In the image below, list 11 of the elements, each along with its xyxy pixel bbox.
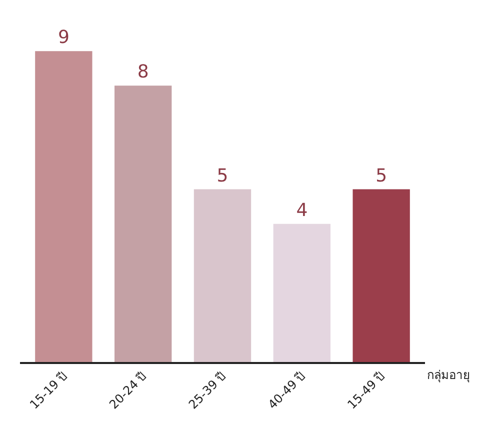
bar xyxy=(35,51,92,362)
x-axis-title: กลุ่มอายุ xyxy=(427,368,470,383)
bar xyxy=(273,224,330,362)
data-label: 5 xyxy=(376,165,388,186)
data-label: 8 xyxy=(137,62,149,83)
bar xyxy=(114,86,172,362)
bar xyxy=(352,189,410,362)
data-label: 5 xyxy=(216,165,228,186)
bar xyxy=(194,189,252,362)
data-label: 9 xyxy=(58,27,70,48)
data-label: 4 xyxy=(296,200,308,221)
